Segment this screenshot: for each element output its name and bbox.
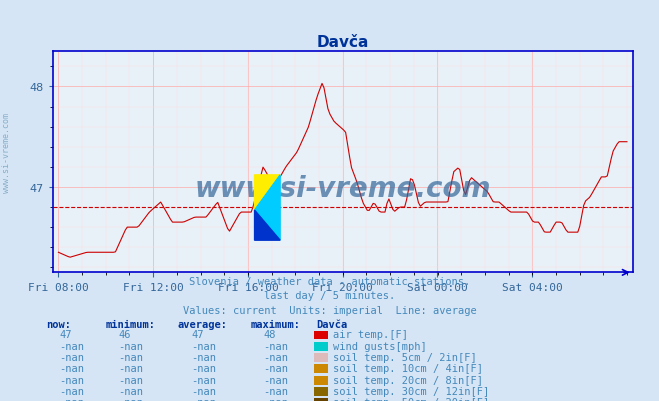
Text: -nan: -nan xyxy=(264,352,289,362)
Text: soil temp. 20cm / 8in[F]: soil temp. 20cm / 8in[F] xyxy=(333,375,483,385)
Title: Davča: Davča xyxy=(316,34,369,50)
Text: -nan: -nan xyxy=(59,363,84,373)
Text: Values: current  Units: imperial  Line: average: Values: current Units: imperial Line: av… xyxy=(183,305,476,315)
Text: soil temp. 30cm / 12in[F]: soil temp. 30cm / 12in[F] xyxy=(333,386,489,396)
Text: www.si-vreme.com: www.si-vreme.com xyxy=(2,112,11,192)
Text: wind gusts[mph]: wind gusts[mph] xyxy=(333,341,426,351)
Text: -nan: -nan xyxy=(59,341,84,351)
Text: www.si-vreme.com: www.si-vreme.com xyxy=(194,175,491,203)
Text: -nan: -nan xyxy=(59,386,84,396)
Text: soil temp. 50cm / 20in[F]: soil temp. 50cm / 20in[F] xyxy=(333,397,489,401)
Text: -nan: -nan xyxy=(191,341,216,351)
Text: -nan: -nan xyxy=(191,363,216,373)
Text: Slovenia / weather data - automatic stations.: Slovenia / weather data - automatic stat… xyxy=(189,277,470,287)
Text: minimum:: minimum: xyxy=(105,319,156,329)
Text: -nan: -nan xyxy=(119,363,144,373)
Text: 48: 48 xyxy=(264,330,276,340)
Text: -nan: -nan xyxy=(264,363,289,373)
Text: 46: 46 xyxy=(119,330,131,340)
Text: -nan: -nan xyxy=(191,386,216,396)
Text: -nan: -nan xyxy=(119,341,144,351)
Text: -nan: -nan xyxy=(59,375,84,385)
Text: soil temp. 5cm / 2in[F]: soil temp. 5cm / 2in[F] xyxy=(333,352,476,362)
Text: average:: average: xyxy=(178,319,228,329)
Text: -nan: -nan xyxy=(119,375,144,385)
Text: -nan: -nan xyxy=(264,375,289,385)
Text: -nan: -nan xyxy=(191,352,216,362)
Polygon shape xyxy=(254,211,280,241)
Text: air temp.[F]: air temp.[F] xyxy=(333,330,408,340)
Text: Davča: Davča xyxy=(316,319,347,329)
Text: -nan: -nan xyxy=(264,397,289,401)
Text: now:: now: xyxy=(46,319,71,329)
Text: -nan: -nan xyxy=(119,386,144,396)
Text: maximum:: maximum: xyxy=(250,319,301,329)
Text: -nan: -nan xyxy=(264,341,289,351)
Text: -nan: -nan xyxy=(264,386,289,396)
Text: -nan: -nan xyxy=(119,397,144,401)
Text: soil temp. 10cm / 4in[F]: soil temp. 10cm / 4in[F] xyxy=(333,363,483,373)
Text: -nan: -nan xyxy=(191,397,216,401)
Text: last day / 5 minutes.: last day / 5 minutes. xyxy=(264,291,395,301)
Polygon shape xyxy=(254,176,280,241)
Text: -nan: -nan xyxy=(119,352,144,362)
Text: -nan: -nan xyxy=(59,352,84,362)
Text: 47: 47 xyxy=(59,330,72,340)
Text: -nan: -nan xyxy=(191,375,216,385)
Polygon shape xyxy=(254,176,280,211)
Text: 47: 47 xyxy=(191,330,204,340)
Text: -nan: -nan xyxy=(59,397,84,401)
